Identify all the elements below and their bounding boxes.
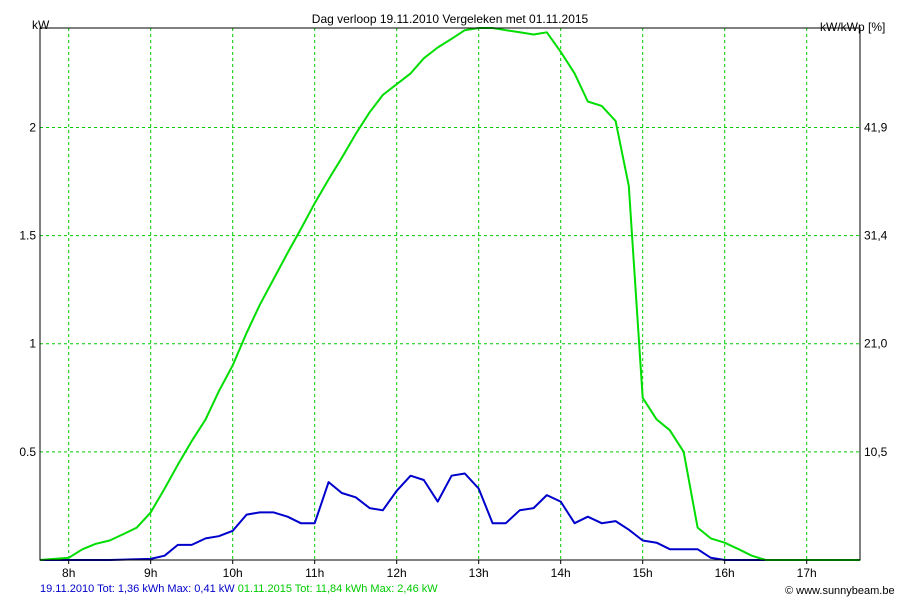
series-line-19.11.2010 bbox=[40, 472, 860, 561]
y-tick-label-left: 1 bbox=[29, 337, 36, 351]
x-tick-label: 15h bbox=[633, 566, 653, 580]
footer-summary: 19.11.2010 Tot: 1,36 kWh Max: 0,41 kW 01… bbox=[40, 583, 438, 595]
y-tick-label-left: 2 bbox=[29, 120, 36, 134]
y-tick-label-right: 10,5 bbox=[864, 445, 888, 459]
x-tick-label: 16h bbox=[715, 566, 735, 580]
y-tick-label-right: 41,9 bbox=[864, 120, 888, 134]
y-tick-label-left: 1.5 bbox=[19, 229, 36, 243]
x-tick-label: 17h bbox=[797, 566, 817, 580]
series-line-01.11.2015 bbox=[39, 27, 860, 561]
grid-lines bbox=[40, 28, 860, 560]
series-lines bbox=[39, 27, 860, 561]
y-axis-right-label: kW/kWp [%] bbox=[820, 20, 886, 34]
plot-frame bbox=[39, 27, 861, 564]
x-tick-label: 9h bbox=[144, 566, 157, 580]
y-tick-label-right: 31,4 bbox=[864, 229, 888, 243]
y-tick-label-right: 21,0 bbox=[864, 337, 888, 351]
x-tick-label: 14h bbox=[551, 566, 571, 580]
x-tick-label: 10h bbox=[223, 566, 243, 580]
x-tick-label: 12h bbox=[387, 566, 407, 580]
tick-labels: 8h 9h 10h 11h 12h 13h 14h 15h 16h 17h 0.5 1 1.5 2 10,5… bbox=[19, 120, 887, 580]
footer-summary-2010: 19.11.2010 Tot: 1,36 kWh Max: 0,41 kW bbox=[40, 583, 238, 595]
x-tick-label: 8h bbox=[62, 566, 75, 580]
x-tick-label: 11h bbox=[305, 566, 324, 580]
footer-copyright: © www.sunnybeam.be bbox=[785, 585, 895, 597]
chart-title: Dag verloop 19.11.2010 Vergeleken met 01… bbox=[311, 12, 589, 26]
y-tick-label-left: 0.5 bbox=[19, 445, 36, 459]
x-tick-label: 13h bbox=[469, 566, 489, 580]
plot-border bbox=[39, 27, 861, 561]
footer-summary-2015: 01.11.2015 Tot: 11,84 kWh Max: 2,46 kW bbox=[237, 583, 438, 595]
